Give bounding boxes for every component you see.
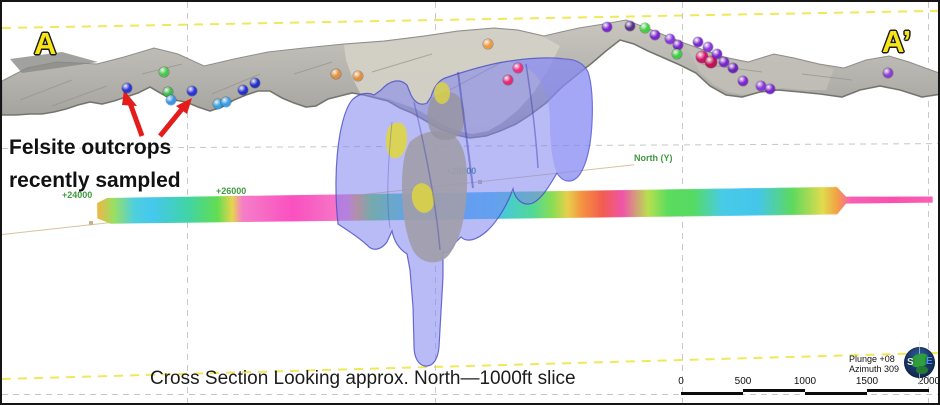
sample-point[interactable] — [756, 81, 766, 91]
sample-point[interactable] — [719, 57, 729, 67]
section-label-a-prime: A’ — [882, 24, 912, 59]
sample-point[interactable] — [221, 97, 231, 107]
callout-arrows — [122, 90, 192, 138]
sample-point[interactable] — [728, 63, 738, 73]
sample-point[interactable] — [483, 39, 493, 49]
scale-bar-tick-label: 1500 — [855, 376, 879, 387]
sample-point[interactable] — [640, 23, 650, 33]
globe-land-2 — [916, 366, 928, 374]
callout-text-line2: recently sampled — [9, 169, 181, 192]
sample-point[interactable] — [503, 75, 513, 85]
scale-bar-tick-label: 0 — [678, 376, 684, 387]
sample-point[interactable] — [625, 21, 635, 31]
sample-point[interactable] — [765, 84, 775, 94]
sample-point[interactable] — [166, 95, 176, 105]
sample-point[interactable] — [712, 49, 722, 59]
felsite-model-body — [335, 57, 593, 367]
sample-point[interactable] — [159, 67, 169, 77]
sample-point[interactable] — [693, 37, 703, 47]
sample-point[interactable] — [665, 34, 675, 44]
scale-bar-segment — [867, 388, 929, 392]
sample-point[interactable] — [187, 86, 197, 96]
sample-point[interactable] — [122, 83, 132, 93]
sample-point[interactable] — [883, 68, 893, 78]
axis-tick-label: +26000 — [216, 186, 247, 196]
sample-point[interactable] — [673, 40, 683, 50]
north-axis-label: North (Y) — [634, 153, 673, 163]
sample-point[interactable] — [238, 85, 248, 95]
scale-bar-segment — [805, 392, 867, 396]
azimuth-value: Azimuth 309 — [849, 363, 900, 374]
sample-point[interactable] — [513, 63, 523, 73]
sample-point[interactable] — [705, 56, 717, 68]
globe-east-label: E — [926, 356, 933, 367]
sample-point[interactable] — [738, 76, 748, 86]
section-caption: Cross Section Looking approx. North—1000… — [150, 368, 576, 389]
sample-point[interactable] — [213, 99, 223, 109]
sample-point[interactable] — [650, 30, 660, 40]
sample-point[interactable] — [602, 22, 612, 32]
view-orientation-text: Plunge +08 Azimuth 309 — [849, 354, 900, 374]
sample-point[interactable] — [353, 71, 363, 81]
scale-bar-tick-label: 500 — [734, 376, 752, 387]
sample-point[interactable] — [163, 87, 173, 97]
sample-point[interactable] — [703, 42, 713, 52]
callout-text-line1: Felsite outcrops — [9, 136, 172, 159]
sample-point[interactable] — [331, 69, 341, 79]
sample-point[interactable] — [250, 78, 260, 88]
scale-bar-tick-label: 2000 — [917, 376, 940, 387]
globe-south-label: S — [907, 357, 914, 368]
axis-tick-marker — [89, 221, 93, 225]
axis-tick-label: +24000 — [62, 190, 93, 200]
plunge-value: Plunge +08 — [849, 354, 895, 364]
orientation-globe-icon[interactable]: S E — [904, 341, 935, 385]
scale-bar-segment — [681, 392, 743, 396]
scale-bar-tick-label: 1000 — [793, 376, 817, 387]
grid-line-gray-bottom — [2, 394, 938, 395]
section-label-a: A — [34, 26, 57, 61]
sample-point[interactable] — [672, 49, 682, 59]
scale-bar-segment — [743, 388, 805, 392]
